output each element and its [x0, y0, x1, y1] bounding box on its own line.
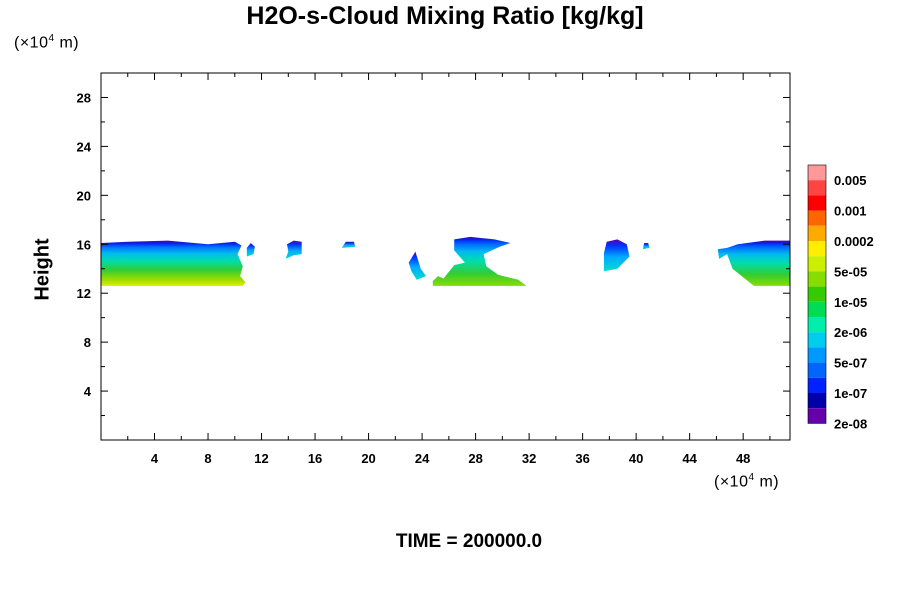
- colorbar-segment: [808, 301, 826, 317]
- cloud-field: [101, 236, 790, 286]
- colorbar-segment: [808, 210, 826, 226]
- colorbar-segment: [808, 165, 826, 181]
- plot-frame: [100, 72, 791, 441]
- y-tick-label: 8: [84, 335, 91, 350]
- colorbar-label: 2e-06: [834, 325, 867, 340]
- colorbar-segment: [808, 362, 826, 378]
- x-unit-exponent: 4: [748, 472, 755, 483]
- colorbar-segment: [808, 286, 826, 302]
- x-tick-label: 4: [151, 451, 159, 466]
- colorbar-segment: [808, 332, 826, 348]
- colorbar-label: 0.005: [834, 173, 867, 188]
- colorbar: 0.005 0.001 0.0002 5e-05 1e-05 2e-06 5e-07 1e-0…: [807, 164, 874, 431]
- chart-title: H2O-s-Cloud Mixing Ratio [kg/kg]: [246, 2, 644, 30]
- colorbar-label: 2e-08: [834, 416, 867, 431]
- time-label: TIME = 200000.0: [395, 531, 543, 552]
- cloud-region: [408, 251, 427, 280]
- y-unit-prefix: (×10: [14, 34, 49, 52]
- colorbar-label: 0.0002: [834, 234, 874, 249]
- y-unit-suffix: m): [54, 34, 80, 52]
- colorbar-segment: [808, 347, 826, 363]
- x-tick-label: 36: [575, 451, 589, 466]
- y-tick-label: 20: [77, 188, 91, 203]
- cloud-region: [341, 241, 356, 248]
- colorbar-segment: [808, 256, 826, 272]
- colorbar-segment: [808, 317, 826, 333]
- y-axis-unit: (×104 m): [14, 33, 79, 52]
- x-tick-label: 48: [736, 451, 750, 466]
- colorbar-label: 0.001: [834, 204, 867, 219]
- y-tick-label: 4: [84, 384, 92, 399]
- colorbar-label: 1e-07: [834, 386, 867, 401]
- x-tick-label: 32: [522, 451, 536, 466]
- cloud-region: [285, 240, 302, 259]
- y-unit-exponent: 4: [48, 33, 55, 44]
- y-tick-label: 28: [77, 90, 91, 105]
- x-tick-label: 8: [204, 451, 211, 466]
- cloud-region: [642, 243, 650, 250]
- x-unit-suffix: m): [754, 473, 780, 491]
- colorbar-segment: [808, 393, 826, 409]
- colorbar-segment: [808, 195, 826, 211]
- colorbar-frame: [807, 164, 827, 424]
- x-axis-unit: (×104 m): [714, 472, 779, 491]
- y-tick-label: 24: [77, 139, 92, 154]
- cloud-region: [101, 240, 246, 286]
- x-tick-label: 20: [361, 451, 375, 466]
- colorbar-segment: [808, 377, 826, 393]
- x-tick-label: 12: [254, 451, 268, 466]
- x-tick-label: 24: [415, 451, 430, 466]
- colorbar-segment: [808, 408, 826, 424]
- cloud-region: [246, 243, 255, 257]
- x-tick-label: 40: [629, 451, 643, 466]
- x-tick-label: 28: [468, 451, 482, 466]
- x-tick-label: 16: [308, 451, 322, 466]
- y-tick-label: 12: [77, 286, 91, 301]
- cloud-region: [604, 239, 630, 272]
- colorbar-label: 1e-05: [834, 295, 867, 310]
- colorbar-label: 5e-07: [834, 356, 867, 371]
- colorbar-segment: [808, 180, 826, 196]
- cloud-region: [432, 236, 527, 286]
- colorbar-segment: [808, 241, 826, 257]
- cloud-region: [717, 240, 790, 286]
- x-unit-prefix: (×10: [714, 473, 749, 491]
- colorbar-label: 5e-05: [834, 264, 867, 279]
- y-tick-label: 16: [77, 237, 91, 252]
- colorbar-segment: [808, 271, 826, 287]
- x-tick-label: 44: [682, 451, 697, 466]
- colorbar-segment: [808, 225, 826, 241]
